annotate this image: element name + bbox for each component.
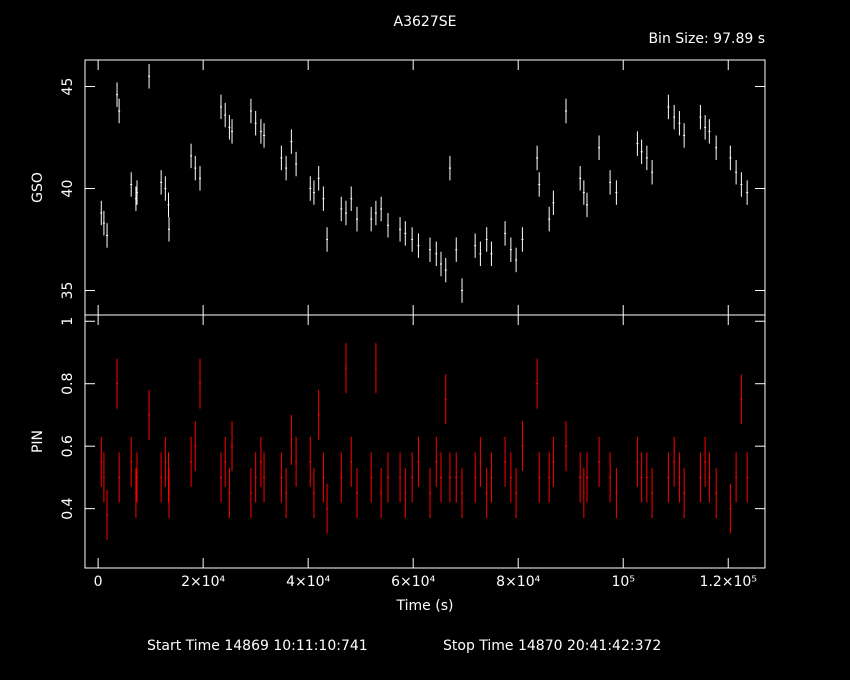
- plot-frame: [84, 314, 766, 569]
- y-tick-label: 40: [60, 180, 76, 198]
- x-tick-label: 1.2×10⁵: [700, 574, 757, 590]
- y-tick-label: 0.6: [60, 435, 76, 457]
- stop-time: Stop Time 14870 20:41:42:372: [443, 638, 661, 654]
- x-tick-label: 10⁵: [612, 574, 635, 590]
- x-tick-label: 2×10⁴: [181, 574, 225, 590]
- plot-frame: [84, 59, 766, 316]
- start-time: Start Time 14869 10:11:10:741: [147, 638, 368, 654]
- chart-title: A3627SE: [394, 14, 457, 30]
- y-axis-label: GSO: [30, 172, 46, 203]
- y-tick-label: 0.8: [60, 373, 76, 395]
- y-tick-label: 35: [60, 282, 76, 300]
- x-tick-label: 0: [94, 574, 103, 590]
- y-tick-label: 1: [60, 317, 76, 326]
- y-tick-label: 45: [60, 78, 76, 96]
- x-tick-label: 4×10⁴: [286, 574, 330, 590]
- x-axis-label: Time (s): [396, 598, 454, 614]
- y-tick-label: 0.4: [60, 497, 76, 519]
- x-tick-label: 8×10⁴: [496, 574, 540, 590]
- bin-size: Bin Size: 97.89 s: [648, 31, 765, 47]
- y-axis-label: PIN: [30, 430, 46, 453]
- x-tick-label: 6×10⁴: [391, 574, 435, 590]
